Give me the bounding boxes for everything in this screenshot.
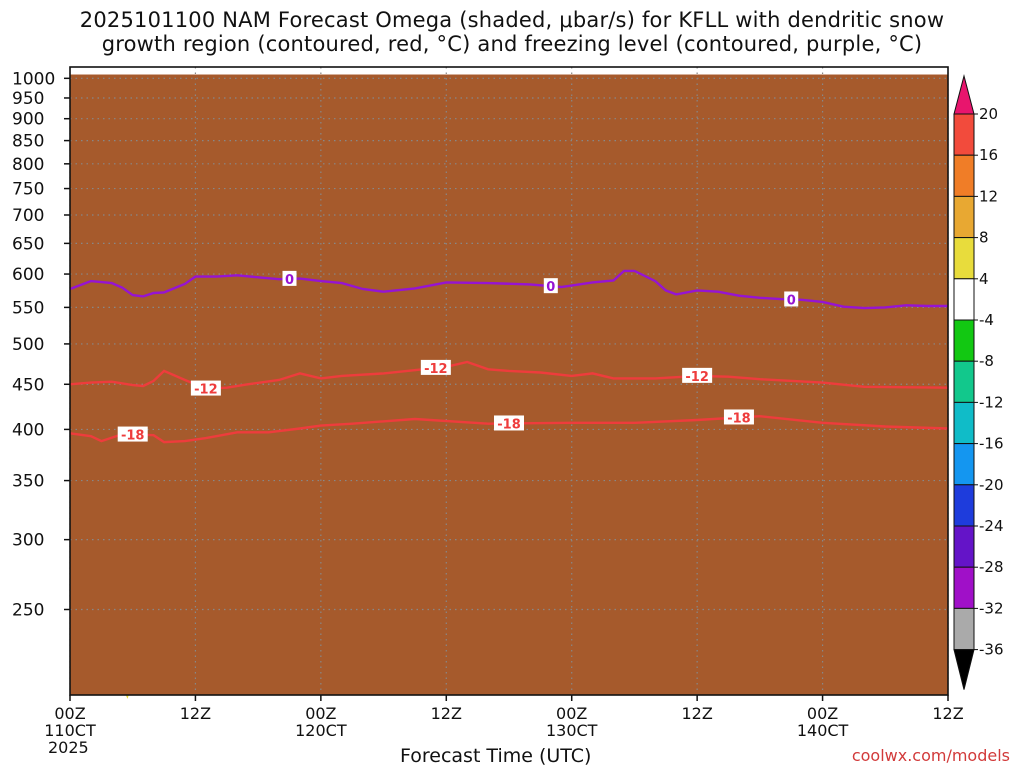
y-tick-label-450: 450	[12, 375, 44, 395]
y-tick-label-700: 700	[12, 206, 44, 226]
colorbar-label-0: 20	[979, 105, 998, 123]
colorbar-label-7: -12	[979, 393, 1004, 411]
colorbar-label-12: -32	[979, 599, 1004, 617]
colorbar-label-10: -24	[979, 517, 1004, 535]
colorbar-segment-8	[953, 401, 975, 445]
dendritic-bottom-label-bg-1	[420, 359, 451, 375]
y-tick-label-950: 950	[12, 89, 44, 109]
y-tick-label-300: 300	[12, 531, 44, 551]
y-tick-label-550: 550	[12, 298, 44, 318]
dendritic-bottom-label-2: -12	[685, 370, 709, 385]
y-tick-label-900: 900	[12, 110, 44, 130]
colorbar-segment-12	[953, 566, 975, 609]
colorbar-top-arrow	[953, 74, 975, 115]
colorbar-bottom-arrow	[953, 649, 975, 690]
x-tick-label-60-0: 12Z	[681, 704, 712, 723]
y-tick-label-650: 650	[12, 234, 44, 254]
dendritic-top-label-1: -18	[497, 417, 521, 432]
y-tick-label-850: 850	[12, 132, 44, 152]
y-tick-label-800: 800	[12, 155, 44, 175]
x-tick-label-0-1: 110CT	[44, 721, 96, 740]
freezing-level-label-bg-2	[784, 291, 799, 307]
y-tick-label-600: 600	[12, 265, 44, 285]
y-tick-label-250: 250	[12, 601, 44, 621]
chart-title-line-2: growth region (contoured, red, °C) and f…	[101, 32, 923, 56]
dendritic-top-label-2: -18	[727, 411, 751, 426]
colorbar-label-3: 8	[979, 229, 989, 247]
colorbar-label-5: -4	[979, 311, 994, 329]
x-axis-label: Forecast Time (UTC)	[400, 745, 592, 767]
freezing-level-line	[69, 269, 948, 310]
colorbar-segment-7	[953, 360, 975, 403]
x-tick-label-0-0: 00Z	[54, 704, 85, 723]
dendritic-top-label-bg-2	[723, 409, 754, 425]
colorbar-label-13: -36	[979, 641, 1004, 659]
freezing-level-label-1: 0	[546, 280, 555, 295]
colorbar-segment-11	[953, 525, 975, 568]
credit-link[interactable]: coolwx.com/models	[851, 746, 1010, 765]
y-tick-label-1000: 1000	[12, 69, 55, 89]
dendritic-top-label-bg-1	[494, 415, 524, 431]
colorbar-label-1: 16	[979, 146, 998, 164]
contour-lines: -18 -18 -18 -12 -12 -12 0 0 0	[69, 269, 949, 444]
colorbar-segment-10	[953, 484, 975, 527]
colorbar: 20 16 12 8 4 -4 -8 -12 -16 -20 -24 -28 -32 -36	[953, 74, 1004, 690]
colorbar-segment-2	[953, 154, 975, 197]
dendritic-top-label-bg-0	[117, 426, 148, 442]
x-tick-label-72-0: 00Z	[807, 704, 838, 723]
plot-frame	[69, 66, 949, 696]
colorbar-segment-3	[953, 195, 975, 239]
colorbar-segment-9	[953, 443, 975, 486]
freezing-level-label-2: 0	[787, 293, 796, 308]
chart-title-line-1: 2025101100 NAM Forecast Omega (shaded, μ…	[79, 8, 945, 32]
colorbar-segment-1	[953, 113, 975, 156]
y-tick-label-500: 500	[12, 335, 44, 355]
x-tick-label-24-0: 00Z	[305, 704, 336, 723]
colorbar-segment-13	[953, 607, 975, 651]
x-tick-label-12-0: 12Z	[180, 704, 211, 723]
y-tick-label-750: 750	[12, 180, 44, 200]
plot-border	[69, 66, 949, 696]
dendritic-bottom-label-bg-2	[682, 367, 713, 383]
dendritic-bottom-label-1: -12	[424, 362, 448, 377]
x-tick-label-0-2: 2025	[48, 738, 89, 757]
colorbar-segment-4	[953, 237, 975, 280]
dendritic-top-label-0: -18	[121, 429, 145, 444]
colorbar-label-11: -28	[979, 558, 1004, 576]
y-axis-ticks: 2503003504004505005506006507007508008509…	[12, 69, 70, 621]
colorbar-segment-5	[953, 278, 975, 321]
colorbar-label-8: -16	[979, 435, 1004, 453]
dendritic-bottom-label-0: -12	[194, 383, 218, 398]
x-tick-label-24-1: 120CT	[295, 721, 347, 740]
y-tick-label-350: 350	[12, 472, 44, 492]
colorbar-label-4: 4	[979, 270, 989, 288]
y-tick-label-400: 400	[12, 420, 44, 440]
x-tick-label-48-0: 00Z	[556, 704, 587, 723]
dendritic-bottom-label-bg-0	[190, 380, 221, 396]
x-tick-label-84-0: 12Z	[932, 704, 963, 723]
colorbar-label-6: -8	[979, 352, 994, 370]
x-tick-label-72-1: 140CT	[797, 721, 849, 740]
colorbar-segment-6	[953, 319, 975, 362]
x-tick-label-48-1: 130CT	[546, 721, 598, 740]
colorbar-label-9: -20	[979, 476, 1004, 494]
x-tick-label-36-0: 12Z	[431, 704, 462, 723]
freezing-level-label-0: 0	[285, 273, 294, 288]
colorbar-label-2: 12	[979, 187, 998, 205]
freezing-level-label-bg-0	[282, 270, 297, 286]
freezing-level-label-bg-1	[543, 278, 558, 294]
